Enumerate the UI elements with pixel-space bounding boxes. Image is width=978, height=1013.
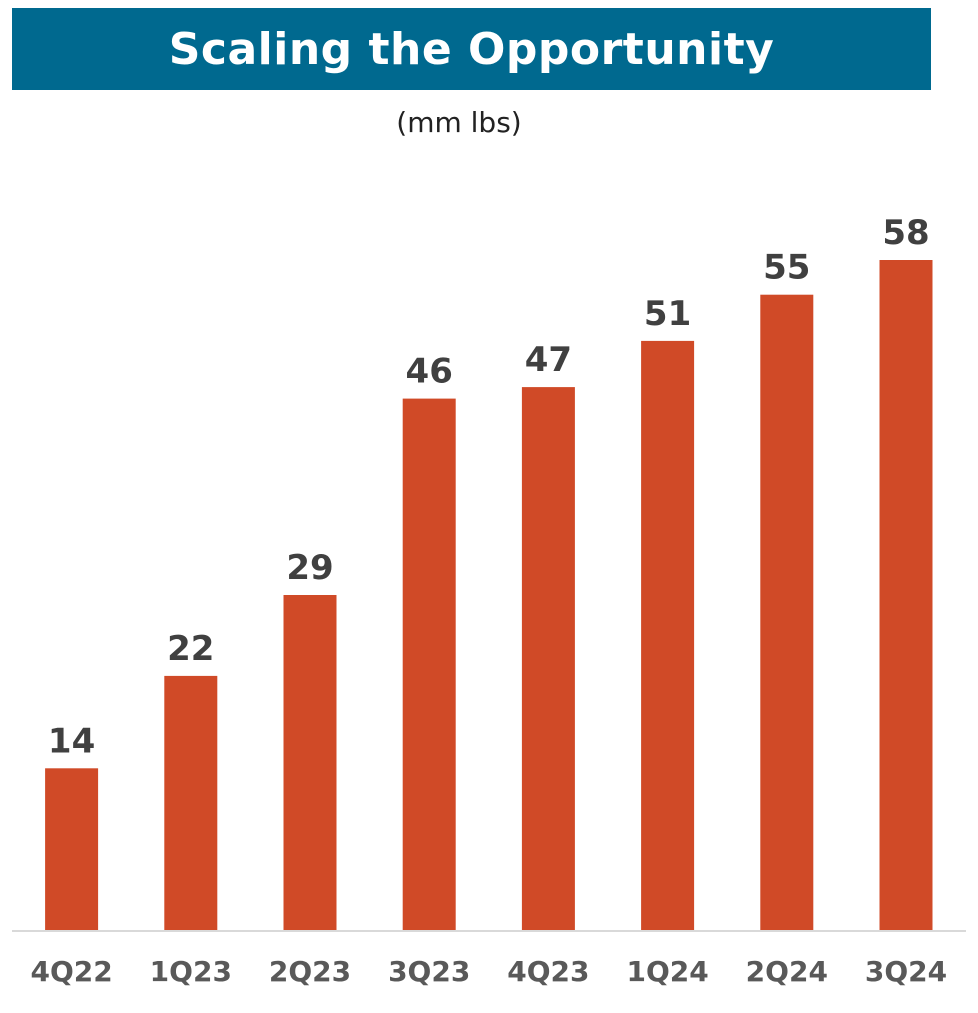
value-label-4q23: 47 bbox=[525, 340, 572, 380]
category-label-4q23: 4Q23 bbox=[507, 955, 589, 988]
category-label-3q24: 3Q24 bbox=[865, 955, 947, 988]
title-banner: Scaling the Opportunity bbox=[12, 8, 931, 90]
bar-1q23 bbox=[164, 675, 218, 930]
value-label-4q22: 14 bbox=[48, 721, 95, 761]
category-label-2q23: 2Q23 bbox=[269, 955, 351, 988]
bar-3q24 bbox=[879, 260, 933, 930]
value-label-3q24: 58 bbox=[882, 213, 929, 253]
category-label-2q24: 2Q24 bbox=[746, 955, 828, 988]
category-label-4q22: 4Q22 bbox=[30, 955, 112, 988]
category-label-1q24: 1Q24 bbox=[626, 955, 708, 988]
category-labels-group: 4Q22 1Q23 2Q23 3Q23 4Q23 1Q24 2Q24 3Q24 bbox=[30, 955, 947, 988]
bar-2q24 bbox=[760, 294, 814, 930]
chart-subtitle: (mm lbs) bbox=[396, 106, 522, 139]
value-label-1q24: 51 bbox=[644, 294, 691, 334]
bar-1q24 bbox=[641, 340, 695, 930]
value-labels-group: 14 22 29 46 47 51 55 58 bbox=[48, 213, 930, 761]
bar-3q23 bbox=[402, 398, 456, 931]
value-label-1q23: 22 bbox=[167, 629, 214, 669]
chart-title: Scaling the Opportunity bbox=[168, 23, 775, 75]
category-label-3q23: 3Q23 bbox=[388, 955, 470, 988]
value-label-2q23: 29 bbox=[286, 548, 333, 588]
category-label-1q23: 1Q23 bbox=[150, 955, 232, 988]
bar-2q23 bbox=[283, 595, 337, 930]
value-label-3q23: 46 bbox=[406, 352, 453, 392]
bar-4q23 bbox=[521, 387, 575, 931]
bars-group bbox=[45, 260, 933, 931]
value-label-2q24: 55 bbox=[763, 248, 810, 288]
bar-4q22 bbox=[45, 768, 99, 930]
